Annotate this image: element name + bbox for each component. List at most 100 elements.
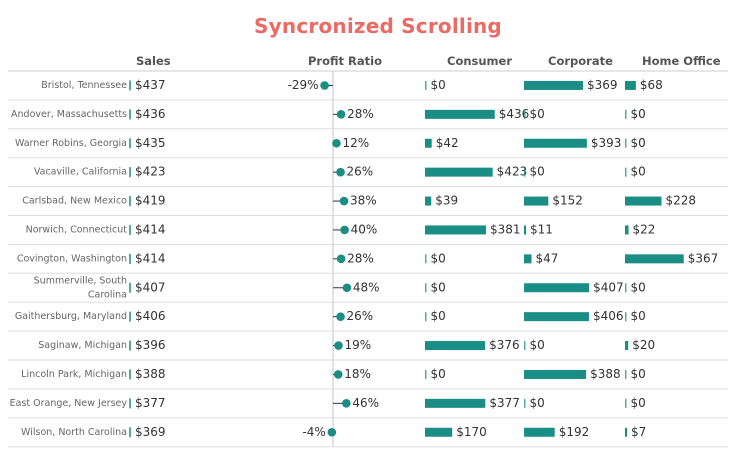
corporate-bar[interactable] (524, 369, 587, 379)
profit-ratio-point[interactable] (336, 110, 346, 119)
profit-ratio-label: 38% (350, 194, 377, 208)
consumer-value-label: $39 (435, 194, 458, 208)
corporate-bar[interactable] (524, 167, 526, 177)
corporate-value-label: $11 (530, 222, 553, 236)
home-office-bar[interactable] (625, 167, 627, 177)
corporate-value-label: $0 (530, 107, 545, 121)
consumer-value-label: $170 (456, 425, 487, 439)
corporate-value-label: $0 (530, 338, 545, 352)
sales-value-label: $396 (135, 338, 166, 352)
sales-value-label: $388 (135, 367, 166, 381)
consumer-value-label: $381 (490, 222, 521, 236)
corporate-bar[interactable] (524, 427, 555, 437)
corporate-bar[interactable] (524, 254, 532, 264)
corporate-bar[interactable] (524, 109, 526, 119)
corporate-bar[interactable] (524, 225, 526, 235)
consumer-bar[interactable] (425, 196, 432, 206)
profit-ratio-point[interactable] (339, 196, 349, 206)
city-label: Vacaville, California (34, 167, 127, 178)
sales-value-label: $369 (135, 425, 166, 439)
home-office-value-label: $68 (640, 78, 663, 92)
profit-ratio-point[interactable] (342, 283, 352, 293)
home-office-bar[interactable] (625, 341, 629, 351)
corporate-value-label: $192 (559, 425, 590, 439)
consumer-value-label: $377 (489, 396, 520, 410)
corporate-bar[interactable] (524, 196, 549, 206)
corporate-bar[interactable] (524, 80, 584, 90)
city-label: Warner Robins, Georgia (15, 138, 127, 149)
profit-ratio-label: 18% (344, 367, 371, 381)
corporate-value-label: $47 (536, 251, 559, 265)
home-office-bar[interactable] (625, 109, 627, 119)
city-label: Bristol, Tennessee (41, 80, 127, 91)
home-office-value-label: $22 (633, 222, 656, 236)
consumer-bar[interactable] (425, 138, 432, 148)
home-office-bar[interactable] (625, 225, 629, 235)
home-office-bar[interactable] (625, 369, 627, 379)
sales-value-label: $419 (135, 194, 166, 208)
corporate-value-label: $393 (591, 136, 622, 150)
corporate-value-label: $388 (590, 367, 621, 381)
sales-value-label: $437 (135, 78, 166, 92)
profit-ratio-label: 46% (352, 396, 379, 410)
corporate-bar[interactable] (524, 398, 526, 408)
profit-ratio-point[interactable] (342, 399, 351, 408)
home-office-bar[interactable] (625, 138, 627, 148)
profit-ratio-point[interactable] (327, 427, 337, 437)
corporate-value-label: $406 (593, 309, 624, 323)
profit-ratio-point[interactable] (320, 81, 329, 90)
consumer-bar[interactable] (425, 167, 493, 177)
profit-ratio-label: 19% (345, 338, 372, 352)
home-office-bar[interactable] (625, 398, 627, 408)
profit-ratio-point[interactable] (336, 254, 346, 264)
home-office-value-label: $0 (631, 396, 646, 410)
consumer-bar[interactable] (425, 254, 427, 264)
consumer-bar[interactable] (425, 341, 486, 351)
consumer-bar[interactable] (425, 80, 427, 90)
home-office-value-label: $0 (631, 367, 646, 381)
home-office-bar[interactable] (625, 254, 684, 264)
consumer-bar[interactable] (425, 312, 427, 322)
corporate-bar[interactable] (524, 283, 590, 293)
header-home-office[interactable]: Home Office (642, 54, 721, 68)
corporate-bar[interactable] (524, 312, 589, 322)
corporate-value-label: $152 (552, 194, 583, 208)
home-office-bar[interactable] (625, 196, 662, 206)
home-office-value-label: $228 (665, 194, 696, 208)
profit-ratio-point[interactable] (336, 167, 345, 177)
profit-ratio-label: -29% (288, 78, 319, 92)
profit-ratio-point[interactable] (340, 225, 349, 235)
corporate-bar[interactable] (524, 138, 587, 148)
header-consumer[interactable]: Consumer (447, 54, 513, 68)
header-sales[interactable]: Sales (136, 54, 171, 68)
city-label: Saginaw, Michigan (38, 340, 127, 351)
profit-ratio-point[interactable] (334, 341, 343, 350)
consumer-value-label: $423 (497, 165, 528, 179)
consumer-bar[interactable] (425, 283, 427, 293)
home-office-bar[interactable] (625, 427, 627, 437)
home-office-value-label: $0 (631, 136, 646, 150)
profit-ratio-label: -4% (302, 425, 325, 439)
profit-ratio-point[interactable] (333, 370, 343, 379)
corporate-bar[interactable] (524, 341, 526, 351)
city-label: Covington, Washington (17, 253, 127, 264)
consumer-bar[interactable] (425, 398, 486, 408)
header-corporate[interactable]: Corporate (548, 54, 613, 68)
consumer-bar[interactable] (425, 427, 453, 437)
home-office-bar[interactable] (625, 80, 636, 90)
consumer-bar[interactable] (425, 109, 495, 119)
chart-title: Syncronized Scrolling (254, 14, 502, 38)
profit-ratio-point[interactable] (336, 312, 345, 321)
profit-ratio-point[interactable] (332, 138, 341, 148)
sales-value-label: $377 (135, 396, 166, 410)
consumer-bar[interactable] (425, 369, 427, 379)
header-profit-ratio[interactable]: Profit Ratio (308, 54, 382, 68)
home-office-bar[interactable] (625, 312, 627, 322)
home-office-bar[interactable] (625, 283, 627, 293)
sales-value-label: $435 (135, 136, 166, 150)
consumer-bar[interactable] (425, 225, 486, 235)
city-label: Carolina (88, 289, 127, 300)
city-label: Lincoln Park, Michigan (21, 369, 127, 380)
sales-value-label: $436 (135, 107, 166, 121)
